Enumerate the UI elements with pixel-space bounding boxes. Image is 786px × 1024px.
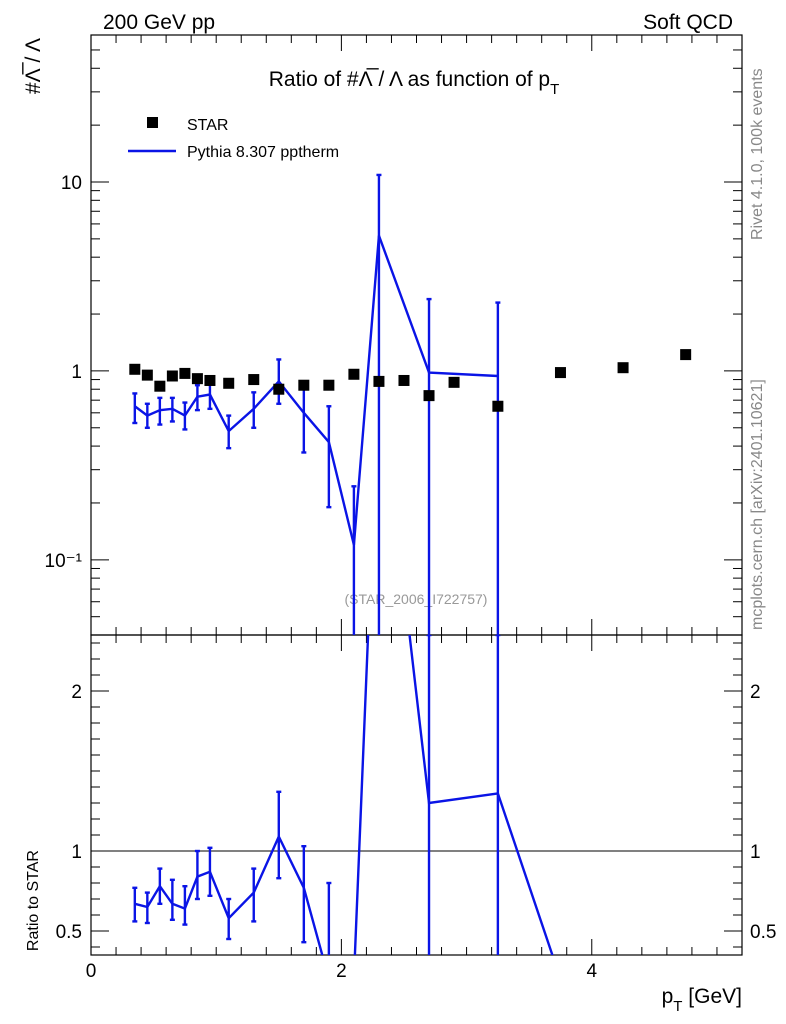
header-energy-label: 200 GeV pp — [103, 11, 215, 34]
ratio-tick-label: 2 — [71, 682, 82, 703]
star-data-point — [248, 374, 260, 386]
ratio-plot-frame — [90, 634, 743, 956]
x-axis-label-unit: [GeV] — [682, 985, 742, 1008]
ratio-tick-label: 1 — [71, 842, 82, 863]
star-data-point — [617, 362, 629, 374]
star-data-point — [348, 368, 360, 380]
ratio-tick-label-right: 2 — [750, 682, 761, 703]
star-data-point — [166, 370, 178, 382]
x-tick-label: 2 — [336, 961, 347, 982]
star-data-point — [141, 369, 153, 381]
y-tick-label: 10⁻¹ — [45, 551, 83, 572]
chart-title: Ratio of #Λ̅ / Λ as function of pT — [269, 68, 560, 98]
y-tick-label: 10 — [61, 173, 82, 194]
star-data-point — [398, 374, 410, 386]
legend-label-star: STAR — [187, 117, 228, 134]
star-data-point — [154, 380, 166, 392]
star-data-point — [554, 367, 566, 379]
legend-marker-star — [147, 117, 158, 128]
star-data-point — [323, 379, 335, 391]
y-tick-label: 1 — [71, 362, 82, 383]
star-data-point — [448, 376, 460, 388]
legend-label-pythia: Pythia 8.307 pptherm — [187, 144, 339, 161]
axis-ticks — [90, 34, 743, 955]
axis-tick-labels: 0 2 4 10⁻¹ 1 10 0.5 0.5 1 1 2 2 — [45, 173, 777, 982]
ratio-y-axis-label: Ratio to STAR — [25, 850, 42, 951]
star-data-point — [129, 363, 141, 375]
x-tick-label: 4 — [586, 961, 597, 982]
ratio-tick-label: 0.5 — [56, 922, 82, 943]
y-axis-label: #Λ̅ / Λ — [22, 38, 45, 94]
ratio-tick-label-right: 0.5 — [750, 922, 776, 943]
x-axis-label-main: p — [662, 985, 674, 1008]
star-data-point — [492, 400, 504, 412]
star-data-point — [191, 373, 203, 385]
star-data-point — [179, 367, 191, 379]
pythia-series-main — [132, 173, 501, 635]
star-data-point — [373, 375, 385, 387]
pythia-series-ratio — [132, 635, 554, 955]
star-data-point — [204, 374, 216, 386]
pythia-line — [134, 235, 498, 546]
chart-title-main: Ratio of #Λ̅ / Λ as function of p — [269, 68, 550, 91]
x-tick-label: 0 — [86, 961, 97, 982]
x-axis-label: pT [GeV] — [662, 985, 742, 1015]
star-data-point — [298, 379, 310, 391]
chart-title-subscript: T — [550, 81, 559, 98]
header-category-label: Soft QCD — [643, 11, 733, 34]
star-data-point — [680, 349, 692, 361]
mcplots-label: mcplots.cern.ch [arXiv:2401.10621] — [749, 379, 766, 630]
star-data-point — [423, 390, 435, 402]
analysis-id-label: (STAR_2006_I722757) — [345, 591, 488, 607]
star-series-main — [129, 349, 692, 412]
ratio-tick-label-right: 1 — [750, 842, 761, 863]
rivet-version-label: Rivet 4.1.0, 100k events — [749, 68, 766, 240]
x-axis-label-subscript: T — [673, 998, 682, 1015]
star-data-point — [273, 383, 285, 395]
star-data-point — [223, 377, 235, 389]
pythia-ratio-line — [134, 635, 554, 955]
